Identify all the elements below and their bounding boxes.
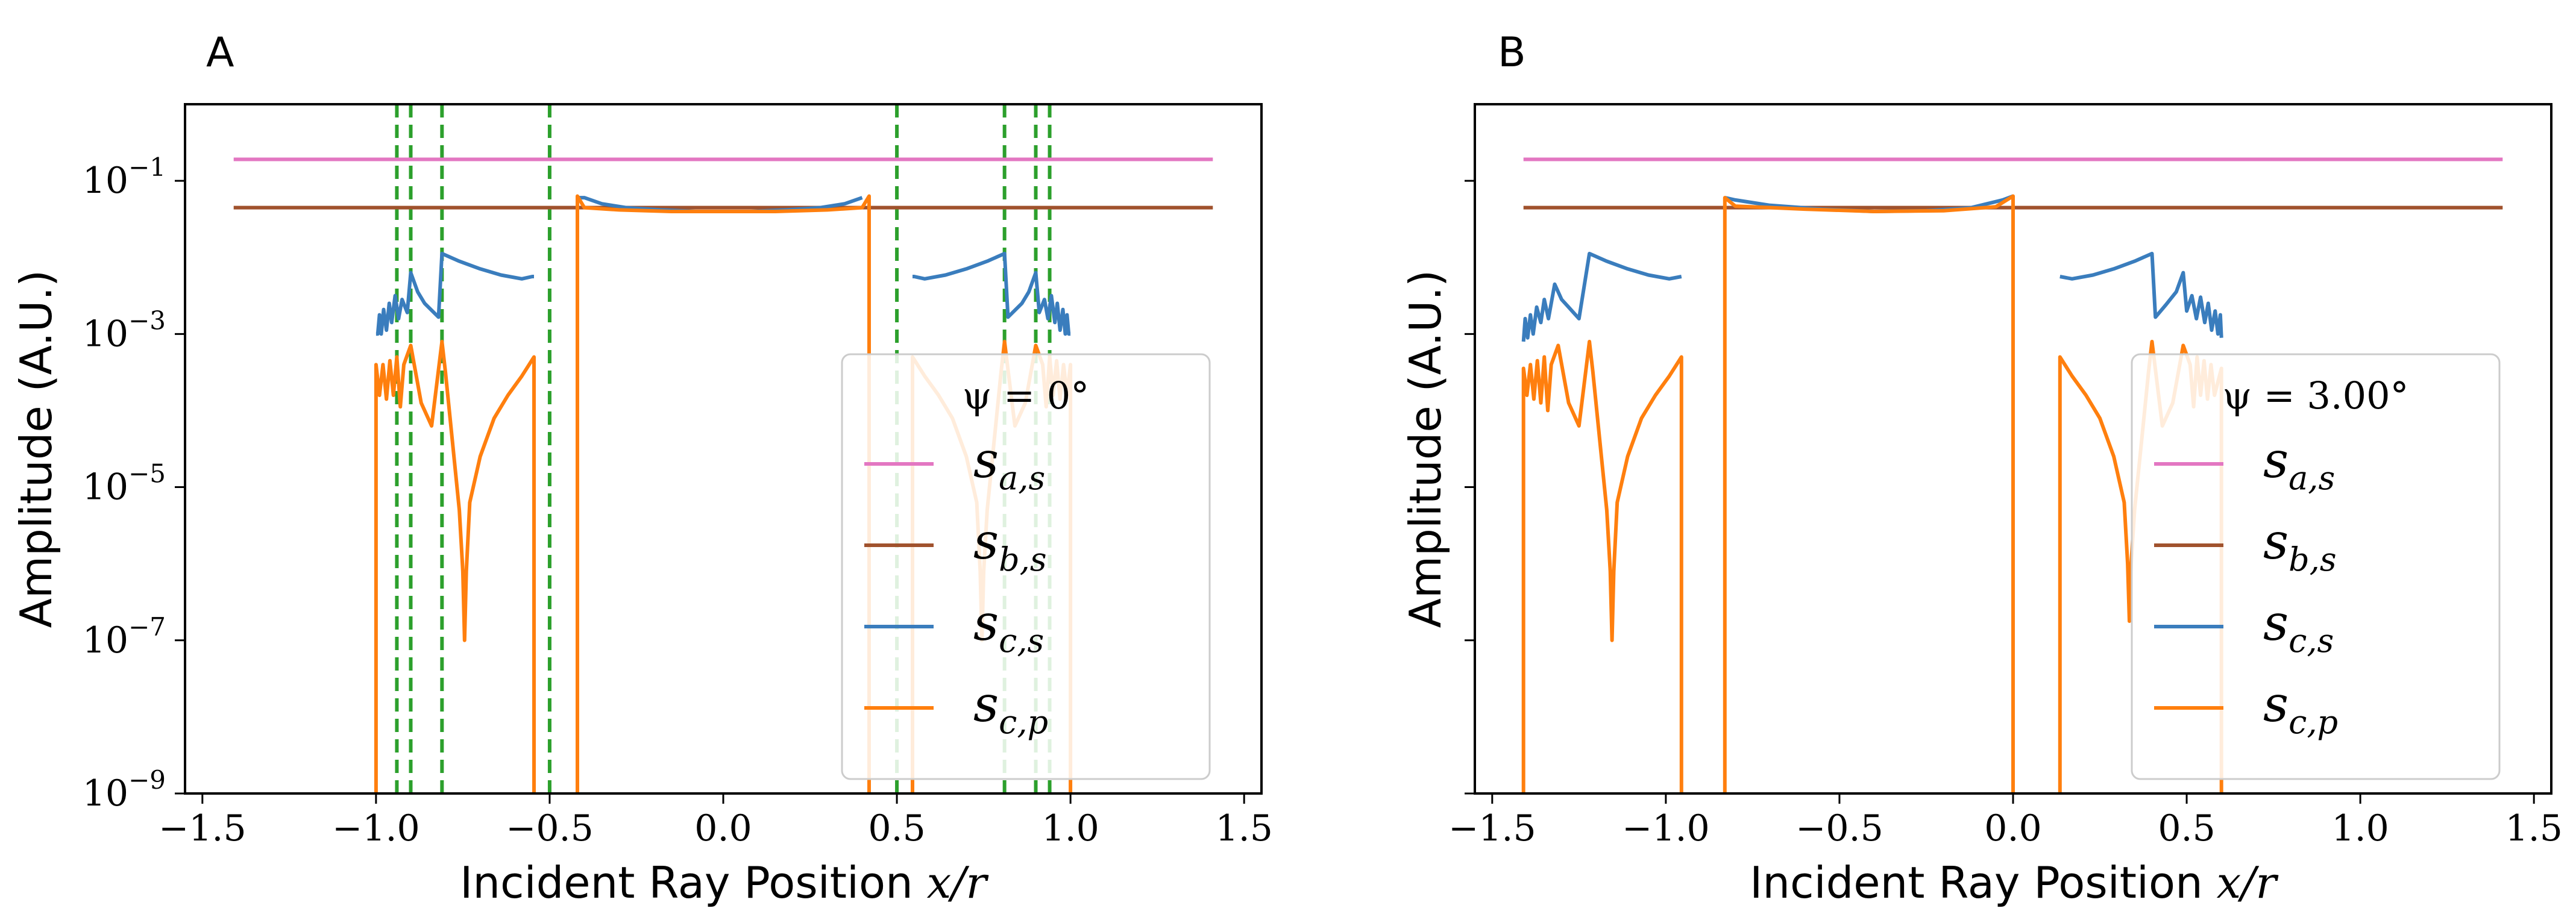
series-line (1723, 194, 2015, 793)
series-line (1521, 251, 1682, 342)
y-axis-label: Amplitude (A.U.) (1400, 270, 1451, 628)
legend-entry-sb: sb,s (973, 513, 1047, 578)
x-tick-label: −1.5 (159, 807, 247, 850)
x-tick-label: 1.0 (1041, 807, 1099, 850)
legend: ψ = 3.00° sa,s sb,s sc,s sc,p (2131, 353, 2501, 780)
x-tick-label: −1.0 (1622, 807, 1710, 850)
legend-box (2131, 353, 2501, 780)
series-line (2059, 251, 2223, 338)
y-tick-label: 10−5 (83, 459, 166, 509)
legend-title: ψ = 3.00° (2222, 374, 2408, 418)
panel-letter: B (1498, 29, 1526, 77)
x-tick-label: −1.0 (332, 807, 420, 850)
series-s-c-s (1521, 194, 2223, 342)
series-line (1521, 340, 1683, 793)
x-tick-label: −1.5 (1448, 807, 1536, 850)
y-tick-label: 10−7 (83, 612, 166, 662)
legend-entry-scp: sc,p (973, 676, 1048, 741)
series-line (375, 251, 535, 336)
legend-box (841, 353, 1211, 780)
x-axis-label: Incident Ray Position x/r (1750, 857, 2278, 908)
plot-area (1521, 157, 2503, 793)
y-tick-label: 10−9 (83, 765, 166, 815)
x-tick-label: −0.5 (506, 807, 594, 850)
series-line (576, 194, 871, 793)
legend-entry-scp: sc,p (2263, 676, 2338, 741)
x-tick-label: 1.5 (1215, 807, 1272, 850)
x-tick-label: 0.0 (1984, 807, 2041, 850)
y-axis-label: Amplitude (A.U.) (11, 270, 61, 628)
y-tick-label: 10−1 (83, 152, 166, 202)
series-line (374, 340, 536, 793)
x-tick-label: 1.0 (2331, 807, 2389, 850)
legend-entry-scs: sc,s (2263, 595, 2334, 660)
x-tick-label: 0.5 (2158, 807, 2215, 850)
x-tick-label: −0.5 (1795, 807, 1883, 850)
y-tick-label: 10−3 (83, 305, 166, 355)
series-s-c-s (375, 196, 1071, 336)
legend-entry-sa: sa,s (973, 432, 1045, 497)
series-s-c-p (1521, 194, 2223, 793)
legend-entry-sa: sa,s (2263, 432, 2335, 497)
legend-entry-scs: sc,s (973, 595, 1044, 660)
panel-letter: A (206, 29, 234, 77)
x-tick-label: 0.0 (694, 807, 752, 850)
x-tick-label: 0.5 (868, 807, 925, 850)
panel-b: B −1.5 −1.0 −0.5 0.0 0.5 1.0 1.5 Incident Ray Po… (1400, 29, 2563, 908)
legend-title: ψ = 0° (963, 374, 1089, 418)
legend-entry-sb: sb,s (2263, 513, 2337, 578)
x-axis-label: Incident Ray Position x/r (460, 857, 988, 908)
x-tick-label: 1.5 (2505, 807, 2562, 850)
panel-a: A −1.5 −1.0 −0.5 0.0 0.5 1.0 1.5 10−9 10−7 10−5 10−… (11, 29, 1273, 908)
legend: ψ = 0° sa,s sb,s sc,s sc,p (841, 353, 1211, 780)
series-line (912, 251, 1071, 336)
